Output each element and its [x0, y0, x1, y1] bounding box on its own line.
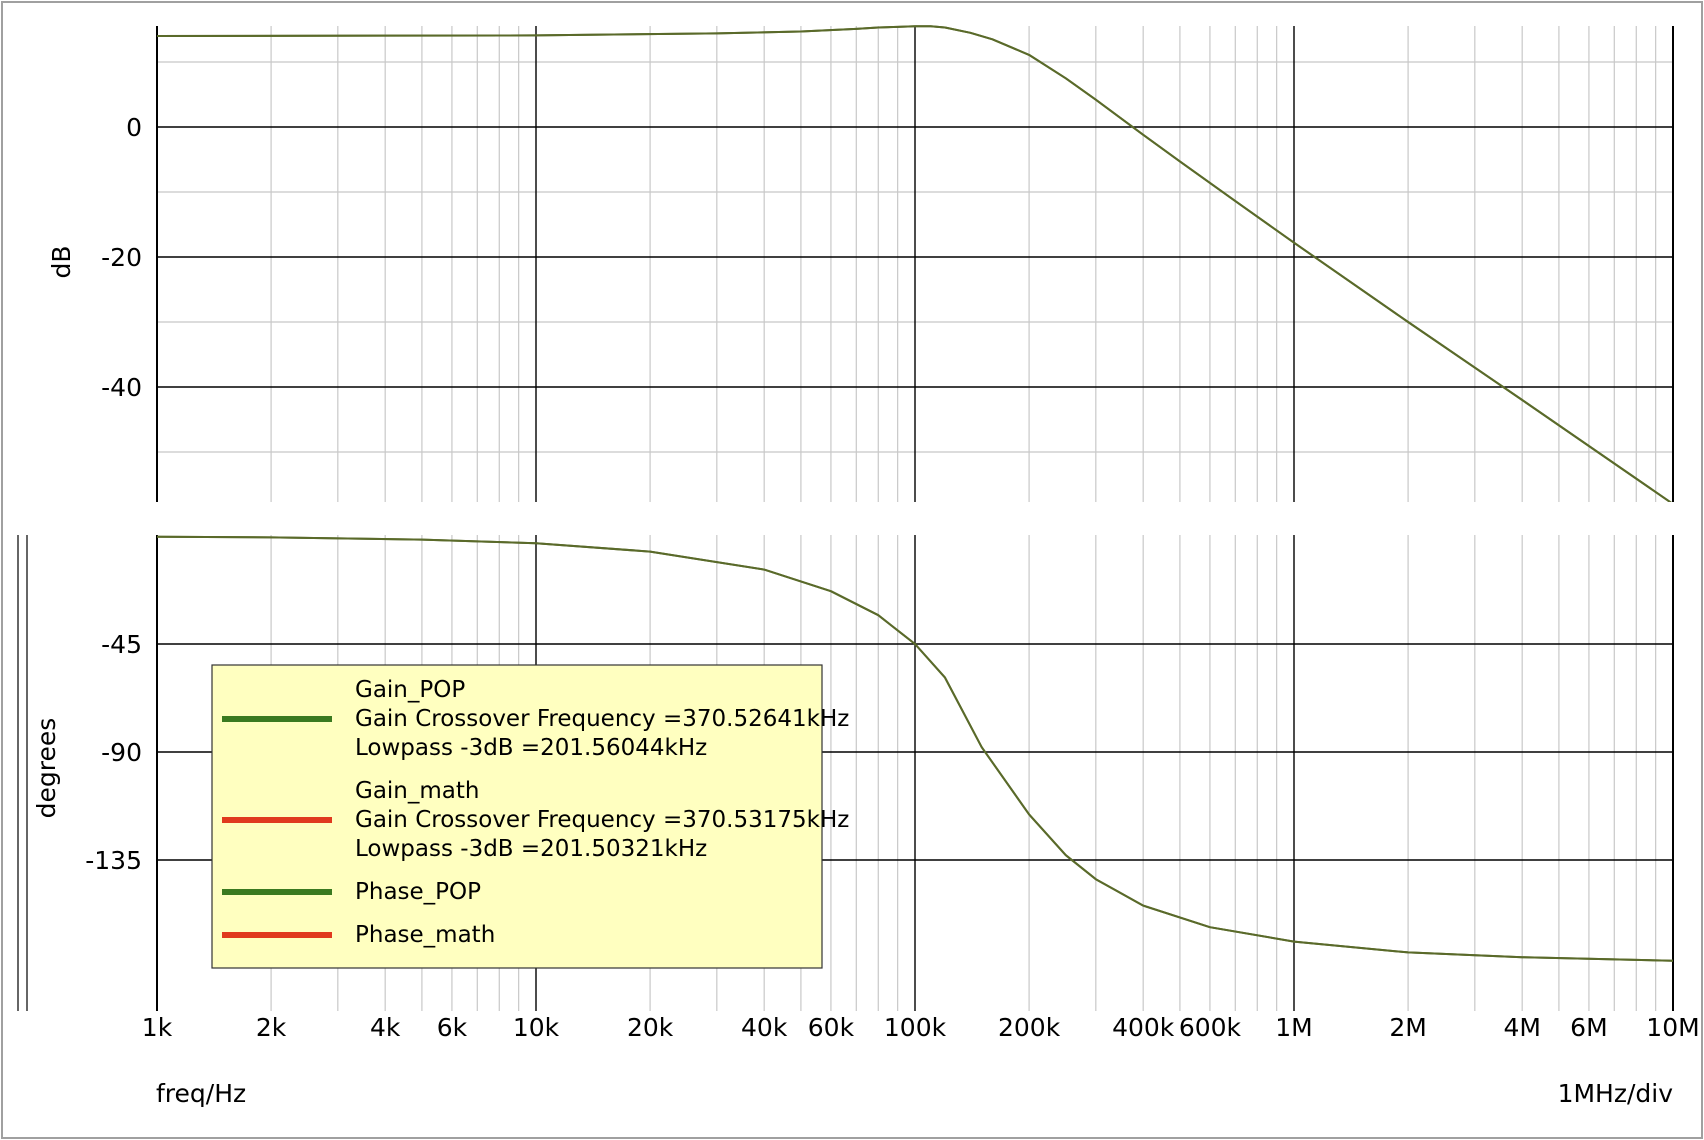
magnitude-panel: 0 -20 -40 [101, 25, 1674, 502]
legend-box [211, 664, 823, 969]
x-tick-label: 4k [370, 1013, 401, 1042]
legend: Gain_POP Gain Crossover Frequency =370.52… [211, 664, 849, 969]
x-tick-label: 100k [884, 1013, 947, 1042]
legend-entry-name: Phase_math [355, 922, 495, 948]
x-tick-label: 6M [1570, 1013, 1607, 1042]
x-tick-label: 600k [1179, 1013, 1242, 1042]
x-tick-label: 1k [142, 1013, 173, 1042]
x-scale-note: 1MHz/div [1558, 1079, 1674, 1108]
x-tick-label: 20k [627, 1013, 674, 1042]
x-tick-label: 2M [1389, 1013, 1426, 1042]
series-line-phase-math [157, 535, 1673, 962]
magnitude-axis-label: dB [47, 245, 76, 278]
x-tick-label: 1M [1275, 1013, 1312, 1042]
x-tick-label: 4M [1503, 1013, 1540, 1042]
legend-entry-detail: Lowpass -3dB =201.56044kHz [355, 735, 707, 761]
x-tick-label: 400k [1112, 1013, 1175, 1042]
y-tick-label: 0 [126, 113, 142, 142]
phase-axis-label: degrees [32, 718, 61, 819]
legend-entry-name: Gain_POP [355, 677, 465, 703]
series-line-gain-math [157, 25, 1672, 502]
x-tick-label: 6k [437, 1013, 468, 1042]
y-tick-label: -40 [101, 373, 142, 402]
x-axis-label: freq/Hz [156, 1079, 246, 1108]
y-tick-label: -20 [101, 243, 142, 272]
x-tick-label: 40k [741, 1013, 788, 1042]
x-tick-label: 200k [998, 1013, 1061, 1042]
legend-entry-detail: Lowpass -3dB =201.50321kHz [355, 836, 707, 862]
legend-entry-detail: Gain Crossover Frequency =370.53175kHz [355, 807, 849, 833]
x-tick-label: 60k [808, 1013, 855, 1042]
x-tick-label: 2k [256, 1013, 287, 1042]
y-tick-label: -90 [101, 738, 142, 767]
x-tick-label: 10k [513, 1013, 560, 1042]
x-tick-label: 10M [1646, 1013, 1699, 1042]
x-axis-ticks: 1k 2k 4k 6k 10k 20k 40k 60k 100k 200k 400k 600k 1M 2M… [142, 1013, 1700, 1042]
y-tick-label: -45 [101, 630, 142, 659]
legend-entry-name: Phase_POP [355, 879, 481, 905]
legend-entry-name: Gain_math [355, 778, 479, 804]
legend-entry-detail: Gain Crossover Frequency =370.52641kHz [355, 706, 849, 732]
y-tick-label: -135 [85, 846, 142, 875]
